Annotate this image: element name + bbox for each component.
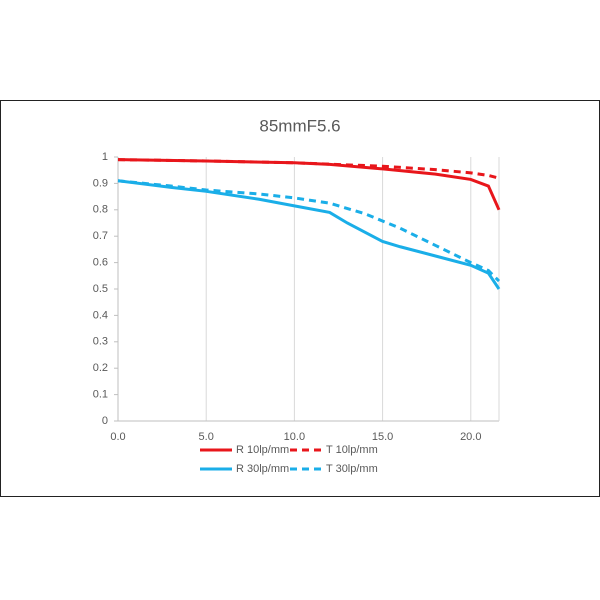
x-tick-label: 20.0 xyxy=(460,431,481,443)
x-tick-label: 15.0 xyxy=(372,431,393,443)
legend-label: R 10lp/mm xyxy=(236,444,289,456)
legend-label: T 30lp/mm xyxy=(326,463,378,475)
legend-label: R 30lp/mm xyxy=(236,463,289,475)
y-tick-label: 0.9 xyxy=(93,177,108,189)
y-tick-label: 0.1 xyxy=(93,389,108,401)
y-tick-label: 0.2 xyxy=(93,362,108,374)
x-tick-label: 10.0 xyxy=(284,431,305,443)
y-tick-label: 0.3 xyxy=(93,336,108,348)
line xyxy=(117,158,501,211)
y-tick-label: 0.6 xyxy=(93,257,108,269)
y-tick-label: 1 xyxy=(102,151,108,163)
frame xyxy=(0,100,600,497)
y-tick-label: 0.4 xyxy=(93,309,108,321)
y-tick-label: 0.5 xyxy=(93,283,108,295)
line xyxy=(117,179,501,283)
chart-title: 85mmF5.6 xyxy=(259,116,340,135)
y-tick-label: 0 xyxy=(102,415,108,427)
y-tick-label: 0.8 xyxy=(93,204,108,216)
legend-label: T 10lp/mm xyxy=(326,444,378,456)
x-tick-label: 0.0 xyxy=(110,431,125,443)
y-tick-label: 0.7 xyxy=(93,230,108,242)
line xyxy=(117,158,500,180)
x-tick-label: 5.0 xyxy=(199,431,214,443)
